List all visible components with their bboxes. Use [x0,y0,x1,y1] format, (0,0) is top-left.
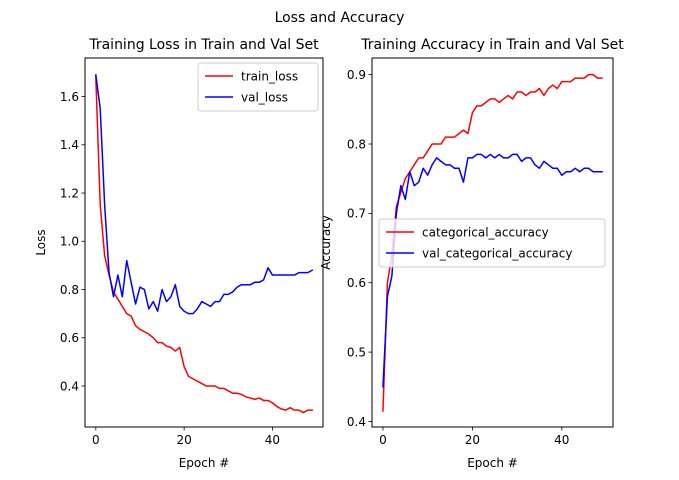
loss-y-tick-label: 1.2 [60,186,79,200]
loss-ticks [81,96,273,431]
accuracy-series-categorical-accuracy [382,73,603,412]
accuracy-y-tick-label: 0.4 [347,415,366,429]
accuracy-lines [382,73,603,412]
loss-y-tick-label: 0.6 [60,331,79,345]
loss-chart-title: Training Loss in Train and Val Set [88,37,319,53]
accuracy-tick-labels: 0 20 40 0.4 0.5 0.6 0.7 0.8 0.9 [347,68,570,447]
loss-series-val-loss [94,74,314,315]
loss-legend-label: val_loss [241,90,288,104]
loss-x-tick-label: 20 [176,433,191,447]
accuracy-series-val-categorical-accuracy [382,153,603,388]
loss-legend: train_loss val_loss [197,62,319,112]
loss-y-tick-label: 1.0 [60,235,79,249]
figure-suptitle: Loss and Accuracy [275,10,405,26]
accuracy-x-tick-label: 40 [554,433,569,447]
accuracy-x-axis-label: Epoch # [467,456,518,470]
accuracy-y-tick-label: 0.6 [347,276,366,290]
loss-plot-frame [84,57,324,428]
loss-legend-label: train_loss [241,69,298,83]
accuracy-y-tick-label: 0.7 [347,207,366,221]
accuracy-y-axis-label: Accuracy [319,215,333,270]
accuracy-legend-label: categorical_accuracy [422,225,549,239]
accuracy-x-tick-label: 0 [379,433,387,447]
accuracy-x-tick-label: 20 [465,433,480,447]
loss-tick-labels: 0 20 40 0.4 0.6 0.8 1.0 1.2 1.4 1.6 [60,90,280,447]
accuracy-legend-box [378,218,606,268]
accuracy-y-tick-label: 0.8 [347,137,366,151]
loss-series-train-loss [95,76,313,414]
loss-x-tick-label: 0 [92,433,100,447]
loss-lines [94,74,314,414]
accuracy-y-tick-label: 0.9 [347,68,366,82]
loss-x-axis-label: Epoch # [179,456,230,470]
loss-legend-box [197,62,319,112]
loss-x-tick-label: 40 [265,433,280,447]
accuracy-subplot: 0 20 40 0.4 0.5 0.6 0.7 0.8 0.9 Training Accurac… [319,37,624,470]
accuracy-plot-frame [371,57,614,428]
accuracy-legend-label: val_categorical_accuracy [422,246,572,260]
accuracy-chart-title: Training Accuracy in Train and Val Set [360,37,624,53]
loss-y-axis-label: Loss [34,229,48,255]
loss-subplot: 0 20 40 0.4 0.6 0.8 1.0 1.2 1.4 1.6 Training Loss… [34,37,324,470]
loss-y-tick-label: 0.8 [60,283,79,297]
loss-y-tick-label: 1.6 [60,90,79,104]
accuracy-y-tick-label: 0.5 [347,345,366,359]
accuracy-ticks [368,74,563,431]
loss-y-tick-label: 0.4 [60,379,79,393]
loss-y-tick-label: 1.4 [60,138,79,152]
accuracy-legend: categorical_accuracy val_categorical_accu… [378,218,606,268]
